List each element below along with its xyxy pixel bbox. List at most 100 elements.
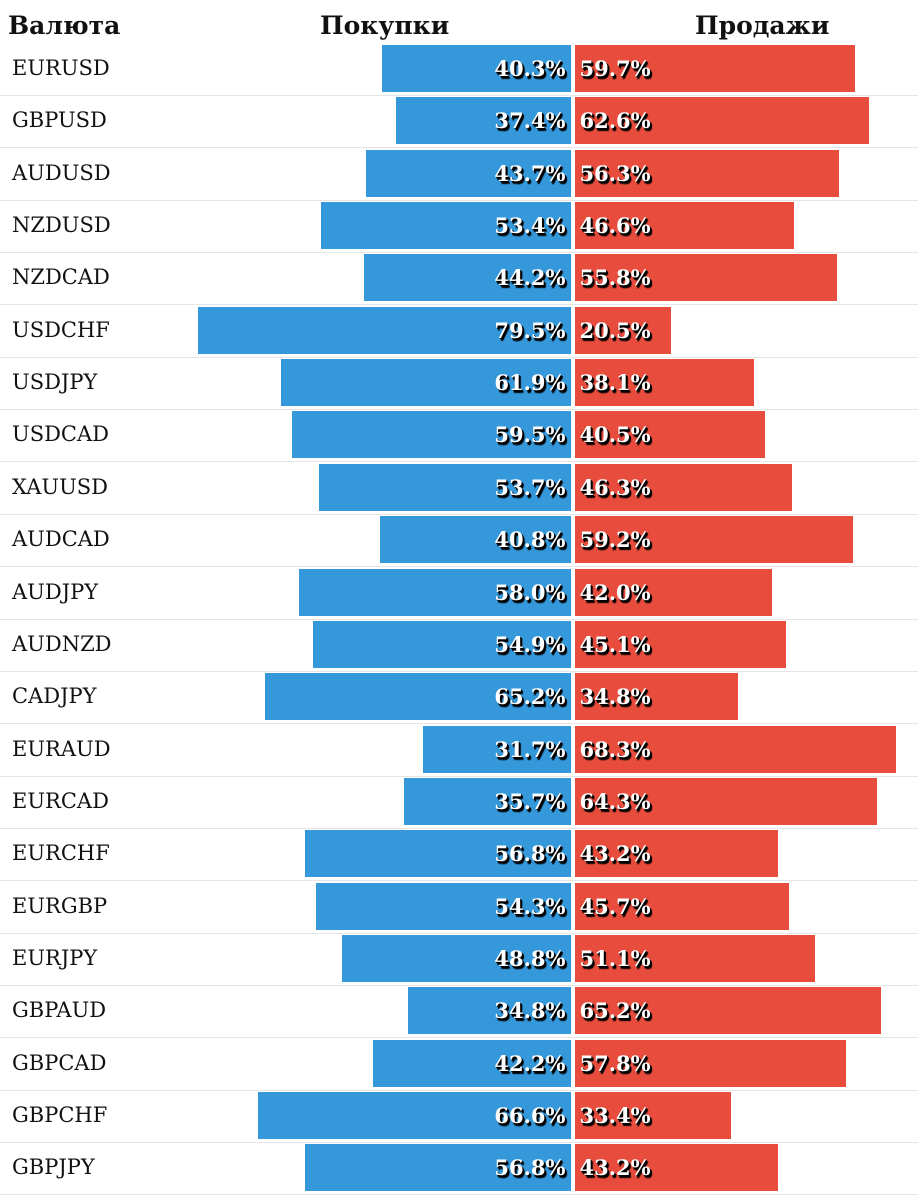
pair-label: GBPUSD [12,108,107,132]
buy-value-label: 40.3% [494,56,566,81]
buy-value-label: 79.5% [494,318,566,343]
buy-bar [280,359,572,406]
sell-bar [574,935,815,982]
table-row [0,829,918,881]
sell-value-label: 34.8% [579,684,651,709]
buy-value-label: 53.7% [494,475,566,500]
sell-value-label: 45.7% [579,894,651,919]
table-row [0,986,918,1038]
sell-bar [574,883,790,930]
buy-bar [304,1144,572,1191]
buy-value-label: 43.7% [494,161,566,186]
buy-bar [342,935,572,982]
sell-bar [574,150,840,197]
buy-bar [319,464,572,511]
sell-value-label: 65.2% [579,998,651,1023]
table-row [0,934,918,986]
sell-bar [574,830,778,877]
buy-bar [407,987,572,1034]
table-row [0,96,918,148]
sell-value-label: 56.3% [579,161,651,186]
table-row [0,620,918,672]
pair-label: USDJPY [12,370,98,394]
buy-bar [298,569,572,616]
buy-value-label: 56.8% [494,841,566,866]
table-row [0,568,918,620]
buy-bar [313,621,572,668]
sell-value-label: 55.8% [579,265,651,290]
buy-value-label: 40.8% [494,527,566,552]
sell-bar [574,987,881,1034]
sell-bar [574,45,856,92]
table-row [0,1143,918,1195]
table-row [0,306,918,358]
sell-value-label: 43.2% [579,1155,651,1180]
buy-value-label: 61.9% [494,370,566,395]
pair-label: XAUUSD [12,475,108,499]
pair-label: GBPCHF [12,1103,108,1127]
buy-bar [366,150,572,197]
pair-label: NZDUSD [12,213,111,237]
pair-label: EURCAD [12,789,109,813]
pair-label: EURCHF [12,841,110,865]
buy-value-label: 66.6% [494,1103,566,1128]
sell-bar [574,1040,847,1087]
buy-bar [320,202,572,249]
sell-value-label: 57.8% [579,1051,651,1076]
buy-bar [403,778,572,825]
sell-bar [574,621,787,668]
sell-bar [574,254,837,301]
pair-label: GBPJPY [12,1155,95,1179]
table-row [0,44,918,96]
sell-bar [574,516,853,563]
buy-value-label: 56.8% [494,1155,566,1180]
buy-bar [379,516,572,563]
buy-bar [395,97,572,144]
buy-bar [304,830,572,877]
sell-value-label: 40.5% [579,422,651,447]
sell-value-label: 46.6% [579,213,651,238]
buy-bar [258,1092,572,1139]
pair-label: EURUSD [12,56,110,80]
buy-value-label: 54.9% [494,632,566,657]
sell-bar [574,569,772,616]
pair-label: USDCAD [12,422,109,446]
pair-label: AUDJPY [12,580,99,604]
sell-value-label: 46.3% [579,475,651,500]
table-row [0,777,918,829]
pair-label: GBPAUD [12,998,107,1022]
table-row [0,358,918,410]
sell-value-label: 62.6% [579,108,651,133]
buy-value-label: 65.2% [494,684,566,709]
table-row [0,463,918,515]
column-header-currency: Валюта [8,11,121,40]
buy-value-label: 44.2% [494,265,566,290]
sell-value-label: 45.1% [579,632,651,657]
pair-label: USDCHF [12,318,110,342]
sell-bar [574,1144,778,1191]
sell-bar [574,307,671,354]
buy-bar [291,411,572,458]
sell-value-label: 59.2% [579,527,651,552]
sell-bar [574,97,869,144]
sell-bar [574,1092,732,1139]
buy-value-label: 54.3% [494,894,566,919]
pair-label: CADJPY [12,684,97,708]
table-row [0,515,918,567]
sell-value-label: 64.3% [579,789,651,814]
sell-value-label: 68.3% [579,737,651,762]
buy-value-label: 59.5% [494,422,566,447]
buy-value-label: 34.8% [494,998,566,1023]
buy-value-label: 58.0% [494,580,566,605]
buy-value-label: 48.8% [494,946,566,971]
sell-value-label: 51.1% [579,946,651,971]
sell-bar [574,464,793,511]
buy-value-label: 31.7% [494,737,566,762]
sell-value-label: 42.0% [579,580,651,605]
sell-bar [574,359,754,406]
table-row [0,672,918,724]
pair-label: EURGBP [12,894,108,918]
buy-bar [316,883,572,930]
sell-bar [574,673,739,720]
buy-value-label: 37.4% [494,108,566,133]
